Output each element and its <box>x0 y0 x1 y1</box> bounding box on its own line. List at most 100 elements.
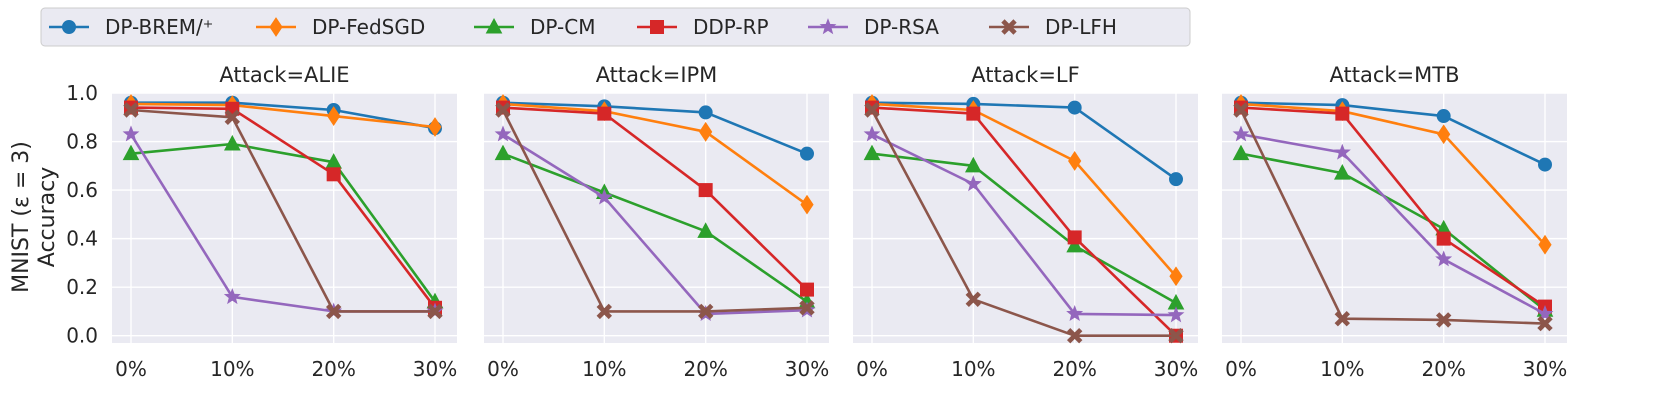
series-line <box>1240 102 1546 246</box>
data-point <box>223 287 241 305</box>
legend-item-dp-brem: DP-BREM/⁺ <box>49 15 213 39</box>
series-line <box>502 102 808 206</box>
legend-item-ddp-rp: DDP-RP <box>637 15 769 39</box>
series-line <box>1240 152 1546 312</box>
series-dp-brem <box>865 95 1183 187</box>
legend-marker-x <box>1001 19 1017 35</box>
data-point <box>1538 157 1552 172</box>
legend-label: DP-LFH <box>1045 15 1117 39</box>
series-line <box>871 106 1177 337</box>
series-line <box>502 152 808 303</box>
data-point <box>965 291 982 308</box>
y-tick-label: 0.8 <box>66 130 98 154</box>
legend: DP-BREM/⁺ DP-FedSGD DP-CM DDP-RP DP-RSA DP-LF… <box>40 7 1191 47</box>
data-point <box>964 175 982 192</box>
series-dp-rsa <box>863 125 1185 323</box>
y-tick-label: 0.2 <box>66 275 98 299</box>
data-point <box>800 282 814 297</box>
data-point <box>1537 315 1553 332</box>
series-line <box>1240 106 1546 308</box>
legend-marker-triangle <box>485 17 503 34</box>
data-point <box>596 303 613 320</box>
y-axis-label-line1: MNIST (ε = 3) <box>9 141 34 293</box>
data-point <box>1333 143 1351 160</box>
data-point <box>122 125 140 142</box>
data-point <box>494 144 512 161</box>
data-point <box>327 106 341 126</box>
x-tick-label: 10% <box>582 357 626 381</box>
x-tick-label: 10% <box>1320 357 1364 381</box>
series-line <box>130 102 436 129</box>
data-point <box>697 303 714 320</box>
series-line <box>871 133 1177 317</box>
legend-item-dp-rsa: DP-RSA <box>808 15 939 39</box>
data-point <box>1168 327 1184 344</box>
series-ddp-rp <box>1234 100 1552 314</box>
x-tick-label: 30% <box>785 357 829 381</box>
series-dp-brem <box>1234 95 1552 172</box>
data-point <box>1167 306 1185 323</box>
legend-label: DP-RSA <box>864 15 939 39</box>
series-dp-lfh <box>123 102 443 320</box>
x-tick-label: 30% <box>1154 357 1198 381</box>
data-point <box>800 146 814 161</box>
legend-item-dp-lfh: DP-LFH <box>989 15 1117 39</box>
x-tick-label: 0% <box>856 357 888 381</box>
x-tick-label: 20% <box>1421 357 1465 381</box>
legend-label: DP-FedSGD <box>312 15 425 39</box>
series-dp-lfh <box>864 102 1184 344</box>
data-point <box>1334 310 1351 327</box>
series-dp-lfh <box>1233 102 1553 332</box>
series-line <box>501 109 808 313</box>
legend-label: DP-CM <box>530 15 595 39</box>
data-point <box>1333 164 1351 180</box>
legend-label: DDP-RP <box>693 15 769 39</box>
y-axis-label-line2: Accuracy <box>35 167 60 267</box>
series-line <box>502 101 808 155</box>
series-line <box>502 106 808 291</box>
data-point <box>1068 151 1082 171</box>
series-line <box>130 142 437 303</box>
panel-title: Attack=LF <box>971 63 1079 87</box>
x-tick-label: 10% <box>951 357 995 381</box>
data-point <box>224 109 241 126</box>
panel-title: Attack=MTB <box>1330 63 1460 87</box>
data-point <box>1067 230 1082 245</box>
data-point <box>1435 250 1453 267</box>
data-point <box>966 106 981 121</box>
x-tick-label: 0% <box>1225 357 1257 381</box>
series-dp-lfh <box>495 102 815 320</box>
y-tick-label: 0.0 <box>66 324 98 348</box>
data-point <box>1232 144 1250 161</box>
x-tick-label: 30% <box>1523 357 1567 381</box>
data-point <box>1066 304 1084 322</box>
data-point <box>427 303 443 320</box>
data-point <box>1066 236 1084 253</box>
data-point <box>800 194 814 215</box>
x-tick-label: 0% <box>487 357 519 381</box>
data-point <box>699 121 713 142</box>
data-point <box>964 156 982 173</box>
panel-attack-ipm: 0% 10% 20% 30% Attack=IPM <box>484 63 829 381</box>
series-line <box>1239 109 1546 325</box>
series-line <box>1240 133 1546 316</box>
legend-marker-star <box>819 18 837 35</box>
y-tick-label: 0.6 <box>66 178 98 202</box>
data-point <box>428 117 442 137</box>
x-tick-label: 20% <box>1052 357 1096 381</box>
data-point <box>799 300 815 316</box>
data-point <box>123 102 139 118</box>
data-point <box>1232 125 1250 142</box>
y-tick-label: 1.0 <box>66 81 98 105</box>
legend-marker-square <box>650 20 664 34</box>
legend-marker-circle <box>62 20 76 34</box>
plot-area <box>1222 93 1567 343</box>
legend-item-dp-cm: DP-CM <box>474 15 595 39</box>
data-point <box>495 102 511 118</box>
data-point <box>1536 305 1554 322</box>
data-point <box>1437 124 1451 145</box>
legend-item-dp-fedsgd: DP-FedSGD <box>256 15 425 39</box>
panel-title: Attack=IPM <box>596 63 718 87</box>
panel-attack-mtb: 0% 10% 20% 30% Attack=MTB <box>1222 63 1567 381</box>
panel-attack-alie: 0.0 0.2 0.4 0.6 0.8 1.0 0% 10% 20% 30% Attack=ALIE <box>66 63 457 381</box>
